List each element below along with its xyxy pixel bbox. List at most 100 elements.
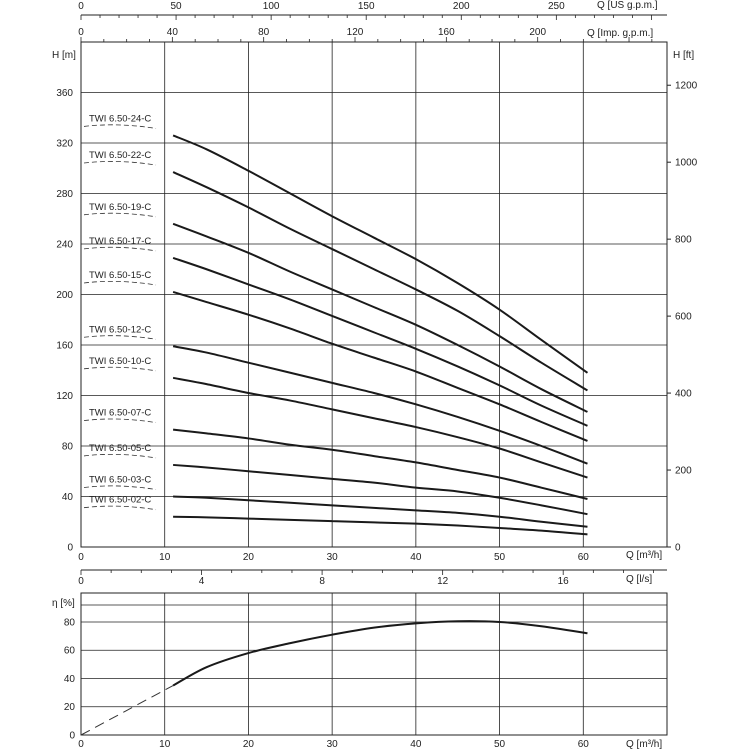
- head-curves: [172, 134, 589, 536]
- eff-x-top-tick-label: 12: [437, 576, 449, 587]
- curve-label: TWI 6.50-03-C: [89, 475, 151, 486]
- y-right-tick-label: 200: [675, 466, 692, 477]
- efficiency-curves: [80, 620, 588, 736]
- curve-label: TWI 6.50-07-C: [89, 408, 151, 419]
- efficiency-axis-ticks: 0 20 40 60 80 0 10 20 30 40 50 60 0 4 8 12 16: [64, 570, 655, 750]
- x-top-us-tick-label: 250: [548, 1, 565, 12]
- eff-y-tick-label: 80: [64, 617, 76, 628]
- efficiency-y-title: η [%]: [52, 598, 75, 609]
- head-curve-twi-6-50-03-c: [173, 495, 588, 528]
- curve-label-leader: [83, 505, 157, 511]
- x-top-us-tick-label: 0: [78, 1, 84, 12]
- eff-x-bottom-tick-label: 50: [494, 739, 506, 750]
- x-top-us-tick-label: 50: [171, 1, 183, 12]
- efficiency-chart-frame: [80, 592, 668, 736]
- x-top-imp-tick-label: 120: [347, 27, 364, 38]
- efficiency-x-bottom-title: Q [m³/h]: [626, 739, 662, 750]
- x-axis-top-imp-title: Q [Imp. g.p.m.]: [587, 28, 653, 39]
- x-bottom-tick-label: 40: [410, 552, 422, 563]
- x-axis-bottom-title: Q [m³/h]: [626, 550, 662, 561]
- x-axis-top-us-title: Q [US g.p.m.]: [597, 0, 658, 11]
- curve-label: TWI 6.50-02-C: [89, 495, 151, 506]
- x-bottom-tick-label: 0: [78, 552, 84, 563]
- eff-y-tick-label: 40: [64, 674, 76, 685]
- y-left-tick-label: 160: [56, 341, 73, 352]
- y-right-tick-label: 400: [675, 389, 692, 400]
- x-bottom-tick-label: 30: [327, 552, 339, 563]
- eff-x-bottom-tick-label: 20: [243, 739, 255, 750]
- eff-x-bottom-tick-label: 10: [159, 739, 171, 750]
- efficiency-dashed-extension: [80, 685, 174, 736]
- head-curve-twi-6-50-12-c: [172, 345, 588, 465]
- efficiency-grid: [81, 593, 667, 735]
- y-left-tick-label: 120: [56, 391, 73, 402]
- curve-label-leader: [83, 453, 157, 459]
- x-top-imp-tick-label: 40: [167, 27, 179, 38]
- x-top-imp-tick-label: 0: [78, 27, 84, 38]
- y-axis-right-title: H [ft]: [673, 50, 694, 61]
- eff-x-top-tick-label: 16: [558, 576, 570, 587]
- eff-x-top-tick-label: 8: [319, 576, 325, 587]
- curve-label-leader: [83, 335, 157, 340]
- eff-x-top-tick-label: 4: [199, 576, 205, 587]
- eff-x-bottom-tick-label: 30: [327, 739, 339, 750]
- curve-label-leader: [83, 212, 157, 218]
- eff-x-bottom-tick-label: 0: [78, 739, 84, 750]
- y-left-tick-label: 360: [56, 88, 73, 99]
- y-right-tick-label: 800: [675, 235, 692, 246]
- head-curve-twi-6-50-02-c: [173, 515, 588, 536]
- y-left-tick-label: 80: [62, 442, 74, 453]
- eff-x-bottom-tick-label: 40: [410, 739, 422, 750]
- curve-label: TWI 6.50-12-C: [89, 324, 151, 335]
- head-curve-twi-6-50-19-c: [172, 222, 588, 413]
- x-top-imp-tick-label: 80: [258, 27, 270, 38]
- curve-label-leader: [83, 280, 157, 286]
- head-curve-twi-6-50-05-c: [173, 463, 588, 516]
- y-axis-left-title: H [m]: [52, 50, 76, 61]
- head-curve-twi-6-50-22-c: [172, 171, 588, 392]
- head-curve-labels: TWI 6.50-24-C TWI 6.50-22-C TWI 6.50-19-C T…: [83, 113, 157, 511]
- x-top-imp-tick-label: 160: [438, 27, 455, 38]
- x-top-us-tick-label: 100: [263, 1, 280, 12]
- eff-x-top-tick-label: 0: [78, 576, 84, 587]
- x-bottom-tick-label: 50: [494, 552, 506, 563]
- y-left-tick-label: 200: [56, 290, 73, 301]
- y-left-tick-label: 280: [56, 189, 73, 200]
- curve-label-leader: [83, 124, 157, 129]
- head-chart: 0408012016020024028032036002004006008001…: [52, 0, 698, 563]
- efficiency-x-top-title: Q [l/s]: [626, 574, 652, 585]
- x-bottom-tick-label: 10: [159, 552, 171, 563]
- curve-label: TWI 6.50-15-C: [89, 270, 151, 281]
- curve-label: TWI 6.50-17-C: [89, 236, 151, 247]
- curve-label-leader: [83, 418, 157, 423]
- curve-label-leader: [83, 366, 157, 372]
- y-right-tick-label: 0: [675, 543, 681, 554]
- y-right-tick-label: 600: [675, 312, 692, 323]
- y-left-tick-label: 320: [56, 139, 73, 150]
- head-curve-twi-6-50-10-c: [172, 376, 588, 479]
- head-curve-twi-6-50-24-c: [172, 134, 589, 374]
- curve-label-leader: [83, 161, 157, 166]
- head-axis-ticks: 0408012016020024028032036002004006008001…: [56, 1, 697, 563]
- x-top-us-tick-label: 150: [358, 1, 375, 12]
- curve-label: TWI 6.50-19-C: [89, 202, 151, 213]
- head-curve-twi-6-50-07-c: [172, 428, 588, 500]
- eff-y-tick-label: 0: [69, 731, 75, 742]
- x-bottom-tick-label: 60: [578, 552, 590, 563]
- head-curve-twi-6-50-17-c: [172, 256, 588, 427]
- curve-label-leader: [83, 485, 157, 490]
- x-bottom-tick-label: 20: [243, 552, 255, 563]
- efficiency-curve: [172, 620, 588, 687]
- curve-label: TWI 6.50-10-C: [89, 356, 151, 367]
- y-left-tick-label: 40: [62, 492, 74, 503]
- efficiency-chart: 0 20 40 60 80 0 10 20 30 40 50 60 0 4 8 12 16 η [%] Q [l…: [52, 569, 668, 750]
- y-left-tick-label: 240: [56, 240, 73, 251]
- eff-y-tick-label: 60: [64, 646, 76, 657]
- x-top-imp-tick-label: 200: [529, 27, 546, 38]
- x-top-us-tick-label: 200: [453, 1, 470, 12]
- curve-label: TWI 6.50-24-C: [89, 113, 151, 124]
- y-right-tick-label: 1000: [675, 158, 698, 169]
- eff-y-tick-label: 20: [64, 702, 76, 713]
- curve-label: TWI 6.50-22-C: [89, 150, 151, 161]
